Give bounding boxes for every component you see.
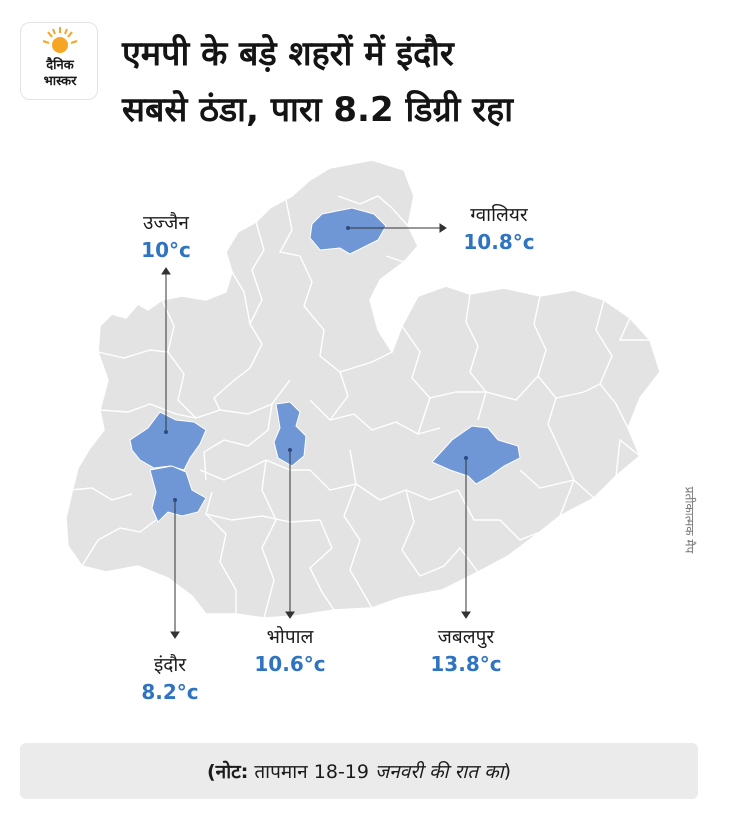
symbolic-map-note: प्रतीकात्मक मैप — [682, 486, 697, 554]
gwalior-temp: 10.8°c — [463, 230, 535, 254]
state-outline — [65, 159, 661, 619]
pointer-lines — [161, 223, 471, 639]
madhya-pradesh-map — [65, 159, 661, 639]
gwalior-district — [309, 207, 387, 255]
headline-line2: सबसे ठंडा, पारा 8.2 डिग्री रहा — [122, 90, 514, 130]
sun-icon — [42, 27, 78, 53]
district-boundaries — [69, 195, 650, 619]
note-text: तापमान 18-19 — [248, 761, 376, 783]
indore-label: इंदौर 8.2°c — [118, 652, 222, 706]
jabalpur-label: जबलपुर 13.8°c — [406, 624, 526, 678]
jabalpur-district — [431, 425, 521, 485]
bhopal-district — [273, 401, 307, 467]
indore-district — [149, 465, 207, 523]
note-suffix: ) — [503, 760, 512, 782]
logo-text-line1: दैनिक — [46, 58, 74, 73]
district-markers — [164, 226, 468, 502]
jabalpur-temp: 13.8°c — [430, 652, 502, 676]
ujjain-label: उज्जैन 10°c — [118, 210, 214, 264]
headline-line1: एमपी के बड़े शहरों में इंदौर — [122, 34, 454, 74]
dainik-bhaskar-logo: दैनिक भास्कर — [20, 22, 98, 100]
indore-temp: 8.2°c — [141, 680, 199, 704]
footer-note: (नोट: तापमान 18-19 जनवरी की रात का ) — [20, 743, 698, 799]
note-prefix: (नोट: — [206, 761, 249, 783]
bhopal-temp: 10.6°c — [254, 652, 326, 676]
ujjain-district — [129, 411, 207, 471]
ujjain-temp: 10°c — [141, 238, 191, 262]
gwalior-name: ग्वालियर — [470, 204, 528, 226]
indore-name: इंदौर — [153, 654, 187, 676]
bhopal-label: भोपाल 10.6°c — [232, 624, 348, 678]
ujjain-name: उज्जैन — [143, 212, 189, 234]
jabalpur-name: जबलपुर — [437, 626, 495, 648]
gwalior-label: ग्वालियर 10.8°c — [436, 202, 562, 256]
note-italic: जनवरी की रात का — [375, 761, 504, 783]
bhopal-name: भोपाल — [266, 626, 314, 648]
headline: एमपी के बड़े शहरों में इंदौर सबसे ठंडा, … — [122, 26, 712, 138]
logo-text-line2: भास्कर — [43, 74, 77, 89]
